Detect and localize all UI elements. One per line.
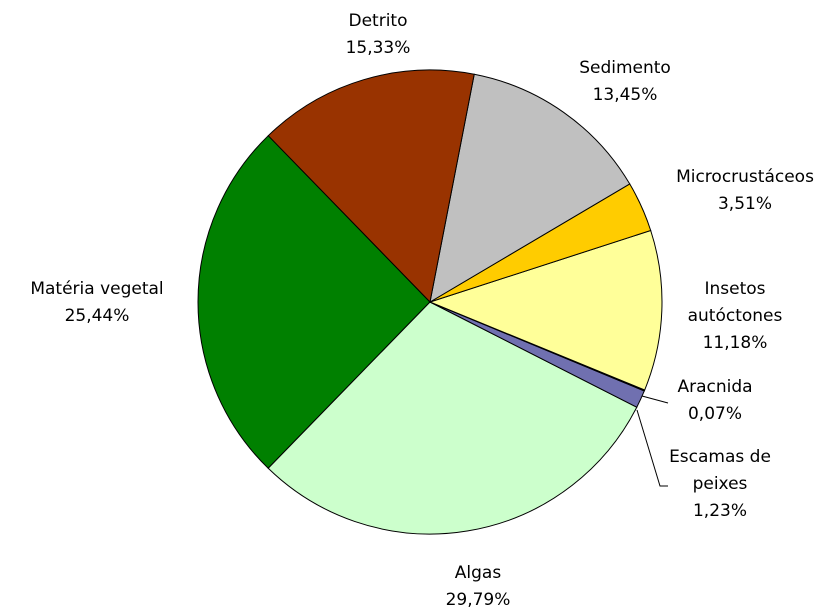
pie-slice [267, 69, 475, 304]
slice-label: Aracnida 0,07% [655, 374, 775, 428]
value-label: 29,79% [445, 590, 511, 610]
pie-slice [197, 134, 431, 469]
category-label: Insetos autóctones [687, 279, 783, 326]
leader-line [641, 395, 669, 404]
value-label: 0,07% [687, 404, 742, 424]
slice-label: Algas 29,79% [418, 560, 538, 612]
pie-slice [429, 73, 631, 303]
slice-label: Insetos autóctones 11,18% [680, 276, 790, 357]
category-label: Algas [454, 563, 502, 583]
leader-line [636, 409, 668, 487]
slice-label: Sedimento 13,45% [545, 55, 705, 109]
category-label: Microcrustáceos [676, 167, 814, 187]
pie-slice [428, 229, 663, 391]
value-label: 1,23% [692, 501, 747, 521]
value-label: 15,33% [345, 38, 411, 58]
value-label: 13,45% [592, 85, 658, 105]
value-label: 11,18% [702, 333, 768, 353]
slice-label: Microcrustáceos 3,51% [660, 164, 830, 218]
category-label: Matéria vegetal [30, 279, 164, 299]
slice-label: Escamas de peixes 1,23% [660, 444, 780, 525]
slice-label: Matéria vegetal 25,44% [0, 276, 197, 330]
category-label: Escamas de peixes [669, 447, 771, 494]
category-label: Detrito [348, 11, 408, 31]
category-label: Sedimento [579, 58, 671, 78]
category-label: Aracnida [677, 377, 753, 397]
pie-slice [267, 301, 638, 535]
value-label: 3,51% [717, 194, 772, 214]
value-label: 25,44% [64, 306, 130, 326]
slice-label: Detrito 15,33% [298, 8, 458, 62]
